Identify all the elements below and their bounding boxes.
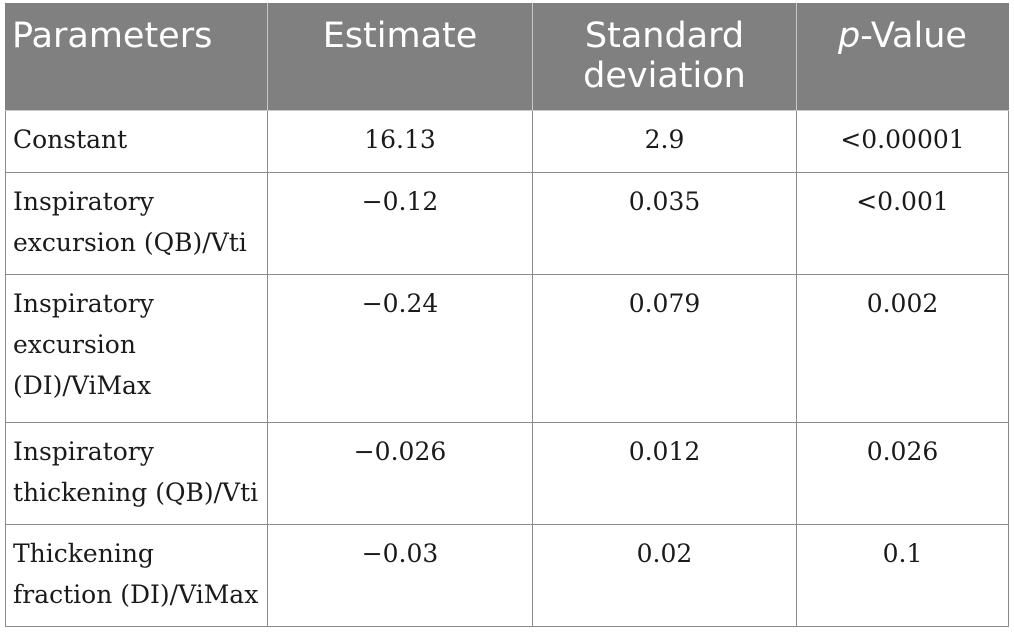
header-row: Parameters Estimate Standard deviation p…: [5, 3, 1009, 111]
cell-p-value: 0.026: [796, 422, 1009, 525]
cell-std-dev: 0.035: [532, 172, 797, 275]
cell-std-dev: 0.02: [532, 524, 797, 627]
cell-p-value: 0.002: [796, 274, 1009, 423]
table-row: Inspiratory excursion (DI)/ViMax −0.24 0…: [5, 274, 1009, 423]
cell-estimate: −0.026: [267, 422, 533, 525]
cell-parameter: Inspiratory excursion (DI)/ViMax: [5, 274, 268, 423]
header-p-rest: -Value: [860, 16, 967, 56]
cell-parameter: Constant: [5, 110, 268, 173]
table-body: Constant 16.13 2.9 <0.00001 Inspiratory …: [5, 110, 1009, 627]
cell-std-dev: 0.079: [532, 274, 797, 423]
table-row: Constant 16.13 2.9 <0.00001: [5, 110, 1009, 173]
cell-std-dev: 0.012: [532, 422, 797, 525]
cell-estimate: −0.03: [267, 524, 533, 627]
header-estimate: Estimate: [267, 3, 533, 111]
table-row: Inspiratory excursion (QB)/Vti −0.12 0.0…: [5, 172, 1009, 275]
table-header: Parameters Estimate Standard deviation p…: [5, 3, 1009, 111]
cell-parameter: Thickening fraction (DI)/ViMax: [5, 524, 268, 627]
cell-p-value: <0.00001: [796, 110, 1009, 173]
header-p-value: p-Value: [796, 3, 1009, 111]
cell-estimate: −0.12: [267, 172, 533, 275]
cell-std-dev: 2.9: [532, 110, 797, 173]
cell-parameter: Inspiratory excursion (QB)/Vti: [5, 172, 268, 275]
regression-table: Parameters Estimate Standard deviation p…: [5, 3, 1009, 627]
cell-estimate: 16.13: [267, 110, 533, 173]
cell-estimate: −0.24: [267, 274, 533, 423]
cell-p-value: 0.1: [796, 524, 1009, 627]
header-standard-deviation: Standard deviation: [532, 3, 797, 111]
table-row: Inspiratory thickening (QB)/Vti −0.026 0…: [5, 422, 1009, 525]
header-parameters: Parameters: [5, 3, 268, 111]
cell-p-value: <0.001: [796, 172, 1009, 275]
cell-parameter: Inspiratory thickening (QB)/Vti: [5, 422, 268, 525]
table-row: Thickening fraction (DI)/ViMax −0.03 0.0…: [5, 524, 1009, 627]
header-p-italic: p: [838, 16, 861, 56]
